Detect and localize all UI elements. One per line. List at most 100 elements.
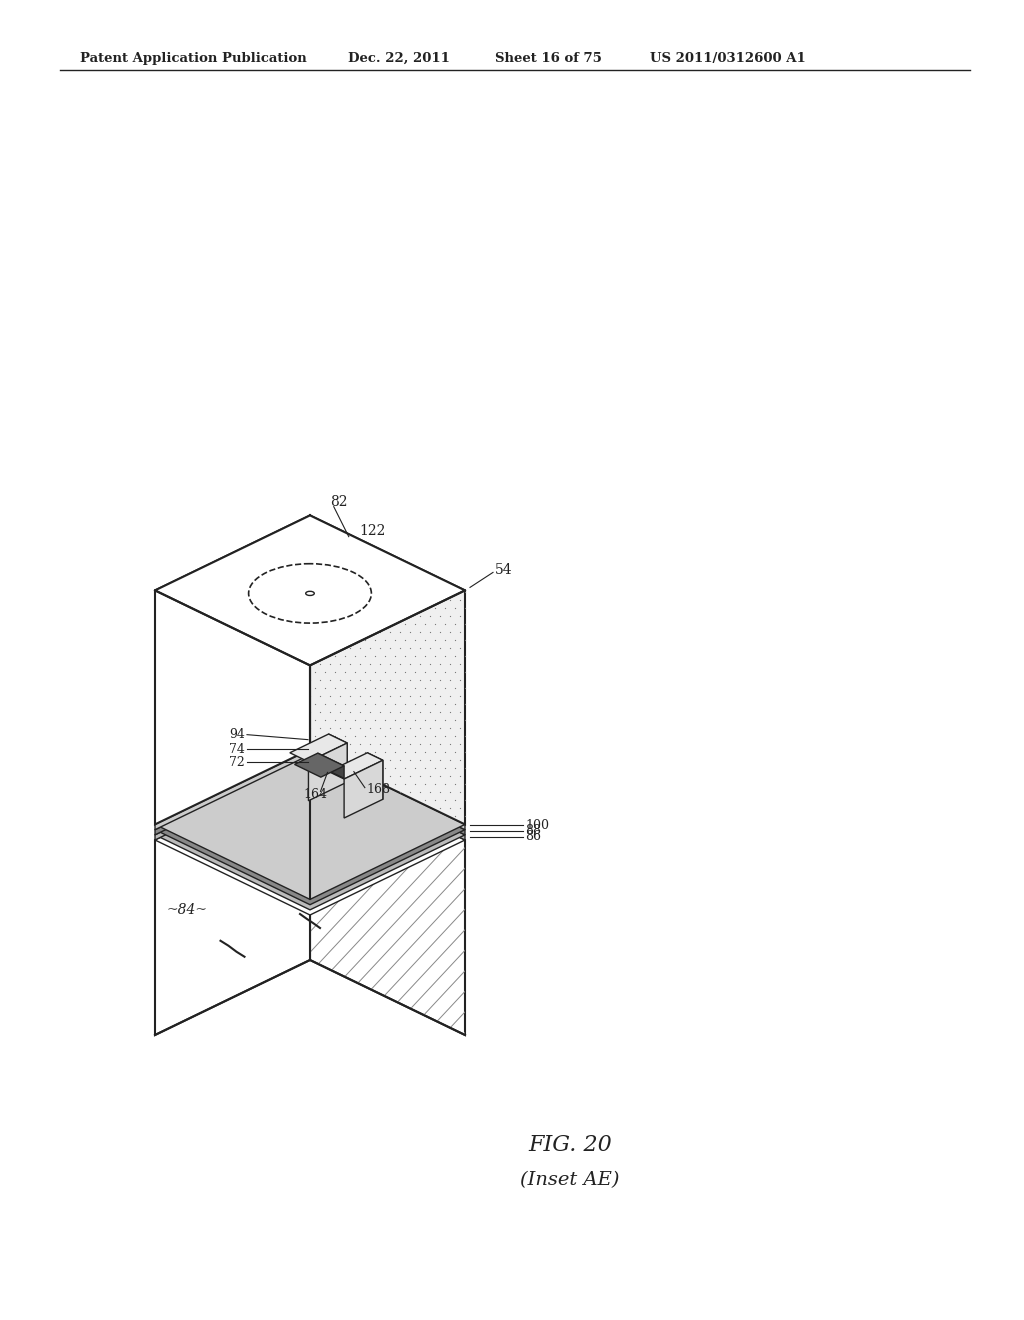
Polygon shape [155,750,310,830]
Point [361,590,378,611]
Point [356,566,373,587]
Point [367,710,383,731]
Point [311,590,328,611]
Point [407,758,423,779]
Point [342,734,358,755]
Point [422,781,438,803]
Point [437,582,454,603]
Point [347,645,364,667]
Point [417,614,433,635]
Point [347,661,364,682]
Point [412,653,428,675]
Point [377,630,393,651]
Point [427,678,443,700]
Point [397,645,414,667]
Point [302,558,318,579]
Point [372,590,388,611]
Point [307,550,324,572]
Point [457,742,473,763]
Point [452,750,468,771]
Point [397,630,414,651]
Point [302,734,318,755]
Point [372,606,388,627]
Point [441,734,458,755]
Point [302,653,318,675]
Point [437,661,454,682]
Point [322,622,338,643]
Point [457,758,473,779]
Point [372,702,388,723]
Point [457,645,473,667]
Point [432,686,449,708]
Point [372,766,388,787]
Point [382,638,398,659]
Point [327,678,343,700]
Point [307,598,324,619]
Point [372,541,388,562]
Point [427,614,443,635]
Point [432,781,449,803]
Point [387,678,403,700]
Point [322,669,338,690]
Point [372,638,388,659]
Point [417,774,433,795]
Point [427,630,443,651]
Point [347,630,364,651]
Point [432,766,449,787]
Text: Patent Application Publication: Patent Application Publication [80,51,307,65]
Point [382,766,398,787]
Point [392,669,409,690]
Point [412,669,428,690]
Point [337,614,353,635]
Point [316,710,333,731]
Point [332,574,348,595]
Point [377,710,393,731]
Point [387,710,403,731]
Point [311,686,328,708]
Point [437,758,454,779]
Point [332,669,348,690]
Text: 74: 74 [229,743,245,756]
Point [422,686,438,708]
Point [352,734,369,755]
Point [352,541,369,562]
Point [382,606,398,627]
Point [392,766,409,787]
Point [347,614,364,635]
Point [356,661,373,682]
Point [332,590,348,611]
Point [457,630,473,651]
Polygon shape [308,743,347,801]
Point [311,510,328,531]
Point [457,726,473,747]
Point [367,630,383,651]
Point [322,653,338,675]
Point [337,661,353,682]
Point [422,574,438,595]
Point [307,678,324,700]
Point [446,678,463,700]
Point [432,718,449,739]
Point [427,582,443,603]
Point [332,750,348,771]
Point [352,750,369,771]
Point [302,638,318,659]
Point [457,678,473,700]
Point [372,574,388,595]
Point [367,566,383,587]
Point [322,558,338,579]
Text: 54: 54 [495,564,513,577]
Point [401,686,418,708]
Point [327,550,343,572]
Point [417,566,433,587]
Point [417,645,433,667]
Point [337,710,353,731]
Point [382,686,398,708]
Point [387,726,403,747]
Point [337,726,353,747]
Point [322,525,338,546]
Point [352,718,369,739]
Point [392,638,409,659]
Point [441,718,458,739]
Point [437,789,454,810]
